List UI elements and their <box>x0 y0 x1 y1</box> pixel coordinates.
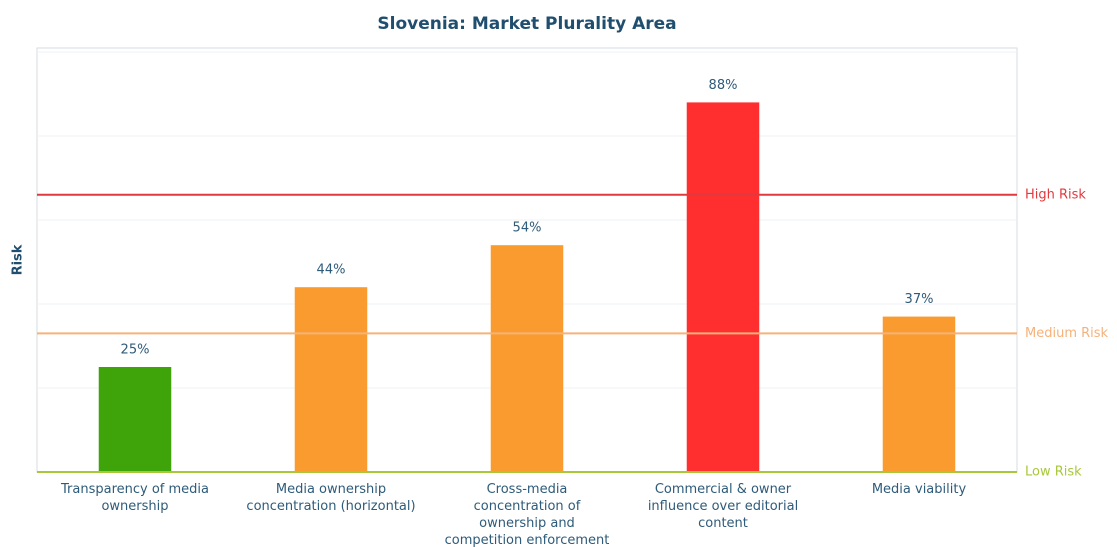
x-tick-label: Media viability <box>871 482 967 497</box>
threshold-label: High Risk <box>1025 187 1086 202</box>
value-label: 88% <box>709 78 738 93</box>
x-tick-label: Media ownership concentration (horizonta… <box>246 482 416 514</box>
value-label: 44% <box>317 263 346 278</box>
value-label: 37% <box>905 292 934 307</box>
bar <box>686 102 760 473</box>
x-tick-label: Transparency of media ownership <box>61 482 209 514</box>
value-label: 25% <box>121 343 150 358</box>
bar <box>98 367 172 472</box>
bar <box>882 316 956 472</box>
x-tick-label: Commercial & owner influence over editor… <box>647 482 799 531</box>
bar <box>294 287 368 472</box>
threshold-label: Low Risk <box>1025 465 1082 480</box>
threshold-label: Medium Risk <box>1025 326 1109 341</box>
chart-title: Slovenia: Market Plurality Area <box>377 14 676 34</box>
x-tick-label: Cross-media concentration of ownership a… <box>444 482 610 547</box>
value-label: 54% <box>513 221 542 236</box>
bar <box>490 245 564 472</box>
y-axis-label: Risk <box>11 244 26 275</box>
